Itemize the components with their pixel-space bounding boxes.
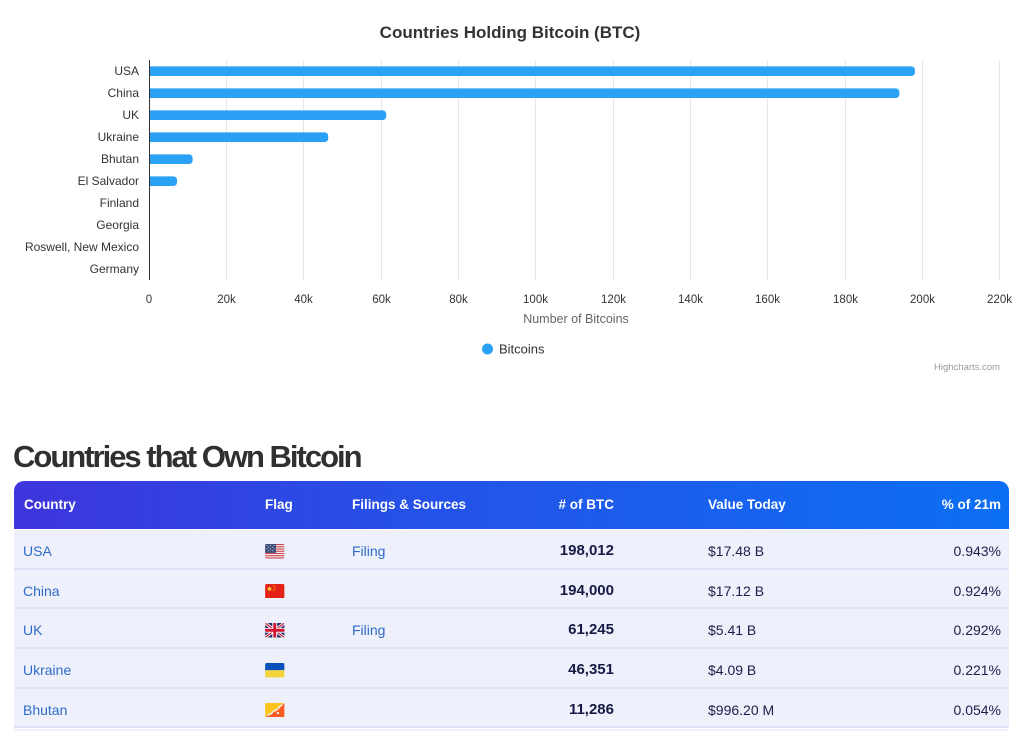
svg-text:Finland: Finland [100, 196, 139, 210]
svg-text:Bhutan: Bhutan [101, 152, 139, 166]
svg-text:120k: 120k [601, 294, 626, 306]
svg-text:200k: 200k [910, 294, 935, 306]
svg-text:140k: 140k [678, 294, 703, 306]
svg-text:Bitcoins: Bitcoins [499, 342, 545, 357]
svg-text:160k: 160k [755, 294, 780, 306]
svg-text:USA: USA [114, 64, 139, 78]
svg-text:180k: 180k [833, 294, 858, 306]
svg-text:Georgia: Georgia [96, 218, 139, 232]
svg-text:80k: 80k [449, 294, 468, 306]
svg-text:UK: UK [122, 108, 139, 122]
svg-text:60k: 60k [372, 294, 391, 306]
svg-text:40k: 40k [294, 294, 313, 306]
svg-text:Highcharts.com: Highcharts.com [934, 362, 1000, 373]
svg-text:20k: 20k [217, 294, 236, 306]
svg-text:Number of Bitcoins: Number of Bitcoins [523, 312, 629, 326]
svg-text:100k: 100k [523, 294, 548, 306]
svg-text:Roswell, New Mexico: Roswell, New Mexico [25, 240, 139, 254]
svg-text:China: China [108, 86, 140, 100]
svg-text:Ukraine: Ukraine [98, 130, 140, 144]
svg-text:Countries Holding Bitcoin (BTC: Countries Holding Bitcoin (BTC) [380, 23, 641, 42]
svg-text:El Salvador: El Salvador [78, 174, 139, 188]
svg-text:220k: 220k [987, 294, 1012, 306]
svg-text:Germany: Germany [90, 262, 139, 276]
svg-text:0: 0 [146, 294, 152, 306]
